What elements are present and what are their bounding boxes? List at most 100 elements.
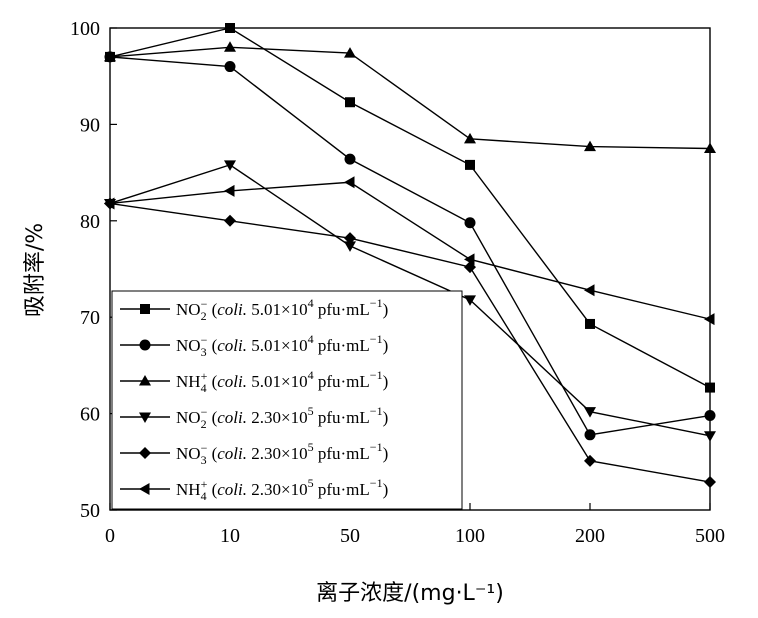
legend-frame — [111, 290, 463, 510]
legend-ion: NH — [176, 480, 201, 499]
legend-coli-value: 2.30×10 — [247, 480, 308, 499]
y-tick-label: 60 — [80, 404, 100, 426]
marker-triangle-up — [224, 41, 236, 52]
legend-unit-exponent: −1 — [370, 368, 383, 382]
x-tick-label: 10 — [220, 525, 240, 547]
legend-unit-exponent: −1 — [370, 332, 383, 346]
marker-circle — [464, 217, 476, 229]
legend-paren-close: ) — [383, 336, 389, 355]
legend-paren-open: ( — [207, 444, 217, 463]
legend-ion-superscript: − — [201, 441, 208, 455]
legend-ion-subscript: 4 — [201, 489, 207, 503]
marker-triangle-down — [224, 160, 236, 171]
legend-paren-open: ( — [207, 372, 217, 391]
legend-unit: pfu·mL — [314, 336, 370, 355]
series-2 — [104, 51, 716, 441]
series-line — [109, 56, 711, 436]
legend-coli-exponent: 5 — [308, 476, 314, 490]
legend-entry-2: NO3− (coli. 5.01×104 pfu·mL−1) — [120, 332, 388, 359]
marker-triangle-left — [704, 313, 715, 326]
legend-unit: pfu·mL — [314, 444, 370, 463]
y-tick-label: 100 — [70, 18, 100, 40]
legend-coli-exponent: 4 — [308, 296, 314, 310]
marker-triangle-down — [139, 412, 151, 423]
series-line — [109, 202, 711, 483]
legend-coli: coli. — [217, 372, 247, 391]
legend-ion-subscript: 3 — [201, 453, 207, 467]
legend-label: NO2− (coli. 2.30×105 pfu·mL−1) — [176, 404, 388, 431]
legend-coli: coli. — [217, 300, 247, 319]
legend-coli-exponent: 4 — [308, 332, 314, 346]
series-layer — [104, 23, 716, 489]
legend-entry-1: NO2− (coli. 5.01×104 pfu·mL−1) — [120, 296, 388, 323]
marker-triangle-down — [704, 431, 716, 442]
marker-circle — [584, 429, 596, 441]
marker-triangle-up — [704, 142, 716, 153]
marker-triangle-down — [464, 295, 476, 306]
legend-coli-value: 5.01×10 — [247, 300, 308, 319]
marker-square — [705, 382, 715, 393]
legend-ion: NO — [176, 444, 201, 463]
marker-square — [585, 318, 595, 329]
legend-ion-superscript: + — [201, 477, 208, 491]
legend-label: NH4+ (coli. 2.30×105 pfu·mL−1) — [176, 476, 388, 503]
legend-coli: coli. — [217, 408, 247, 427]
marker-triangle-left — [584, 284, 595, 297]
x-tick-label: 100 — [455, 525, 485, 547]
marker-triangle-left — [224, 184, 235, 197]
marker-circle — [139, 339, 151, 351]
legend-unit: pfu·mL — [314, 408, 370, 427]
series-line — [109, 181, 711, 320]
legend-paren-close: ) — [383, 408, 389, 427]
marker-diamond — [139, 447, 151, 459]
legend-entry-6: NH4+ (coli. 2.30×105 pfu·mL−1) — [120, 476, 388, 503]
x-tick-label: 200 — [575, 525, 605, 547]
legend-ion: NO — [176, 336, 201, 355]
y-tick-label: 70 — [80, 307, 100, 329]
legend-ion-superscript: − — [201, 405, 208, 419]
legend-coli: coli. — [217, 444, 247, 463]
series-3 — [104, 41, 716, 153]
plot-area: 50 60 70 80 90 100 0 10 50 100 200 500 — [70, 18, 725, 547]
marker-circle — [344, 153, 356, 165]
legend-coli-value: 2.30×10 — [247, 444, 308, 463]
legend-entry-3: NH4+ (coli. 5.01×104 pfu·mL−1) — [120, 368, 388, 395]
x-tick-label: 50 — [340, 525, 360, 547]
marker-triangle-down — [344, 241, 356, 252]
legend-label: NO3− (coli. 5.01×104 pfu·mL−1) — [176, 332, 388, 359]
legend-coli-exponent: 5 — [308, 404, 314, 418]
legend-paren-open: ( — [207, 408, 217, 427]
marker-triangle-left — [139, 483, 150, 495]
marker-circle — [704, 410, 716, 422]
y-tick-label: 90 — [80, 114, 100, 136]
legend-paren-close: ) — [383, 372, 389, 391]
legend-label: NO2− (coli. 5.01×104 pfu·mL−1) — [176, 296, 388, 323]
x-tick-label: 0 — [105, 525, 115, 547]
marker-diamond — [224, 214, 236, 227]
legend-entry-5: NO3− (coli. 2.30×105 pfu·mL−1) — [120, 440, 388, 467]
legend-label: NH4+ (coli. 5.01×104 pfu·mL−1) — [176, 368, 388, 395]
marker-diamond — [584, 454, 596, 467]
legend-unit-exponent: −1 — [370, 476, 383, 490]
legend-coli-exponent: 5 — [308, 440, 314, 454]
axis-labels: 吸附率/% 离子浓度/(mg·L⁻¹) — [23, 223, 504, 606]
legend-ion: NH — [176, 372, 201, 391]
marker-triangle-left — [344, 176, 355, 189]
legend-paren-open: ( — [207, 336, 217, 355]
legend-ion: NO — [176, 408, 201, 427]
marker-square — [465, 159, 475, 170]
legend-ion-superscript: + — [201, 369, 208, 383]
series-line — [109, 46, 711, 150]
legend-paren-open: ( — [207, 300, 217, 319]
legend-ion: NO — [176, 300, 201, 319]
legend-coli-value: 5.01×10 — [247, 372, 308, 391]
legend-ion-subscript: 2 — [201, 417, 207, 431]
legend-ion-superscript: − — [201, 297, 208, 311]
marker-triangle-up — [104, 50, 116, 62]
legend-ion-subscript: 2 — [201, 309, 207, 323]
y-axis-label: 吸附率/% — [23, 223, 48, 317]
legend-entry-4: NO2− (coli. 2.30×105 pfu·mL−1) — [120, 404, 388, 431]
legend-unit: pfu·mL — [314, 480, 370, 499]
plot-frame — [109, 27, 711, 511]
